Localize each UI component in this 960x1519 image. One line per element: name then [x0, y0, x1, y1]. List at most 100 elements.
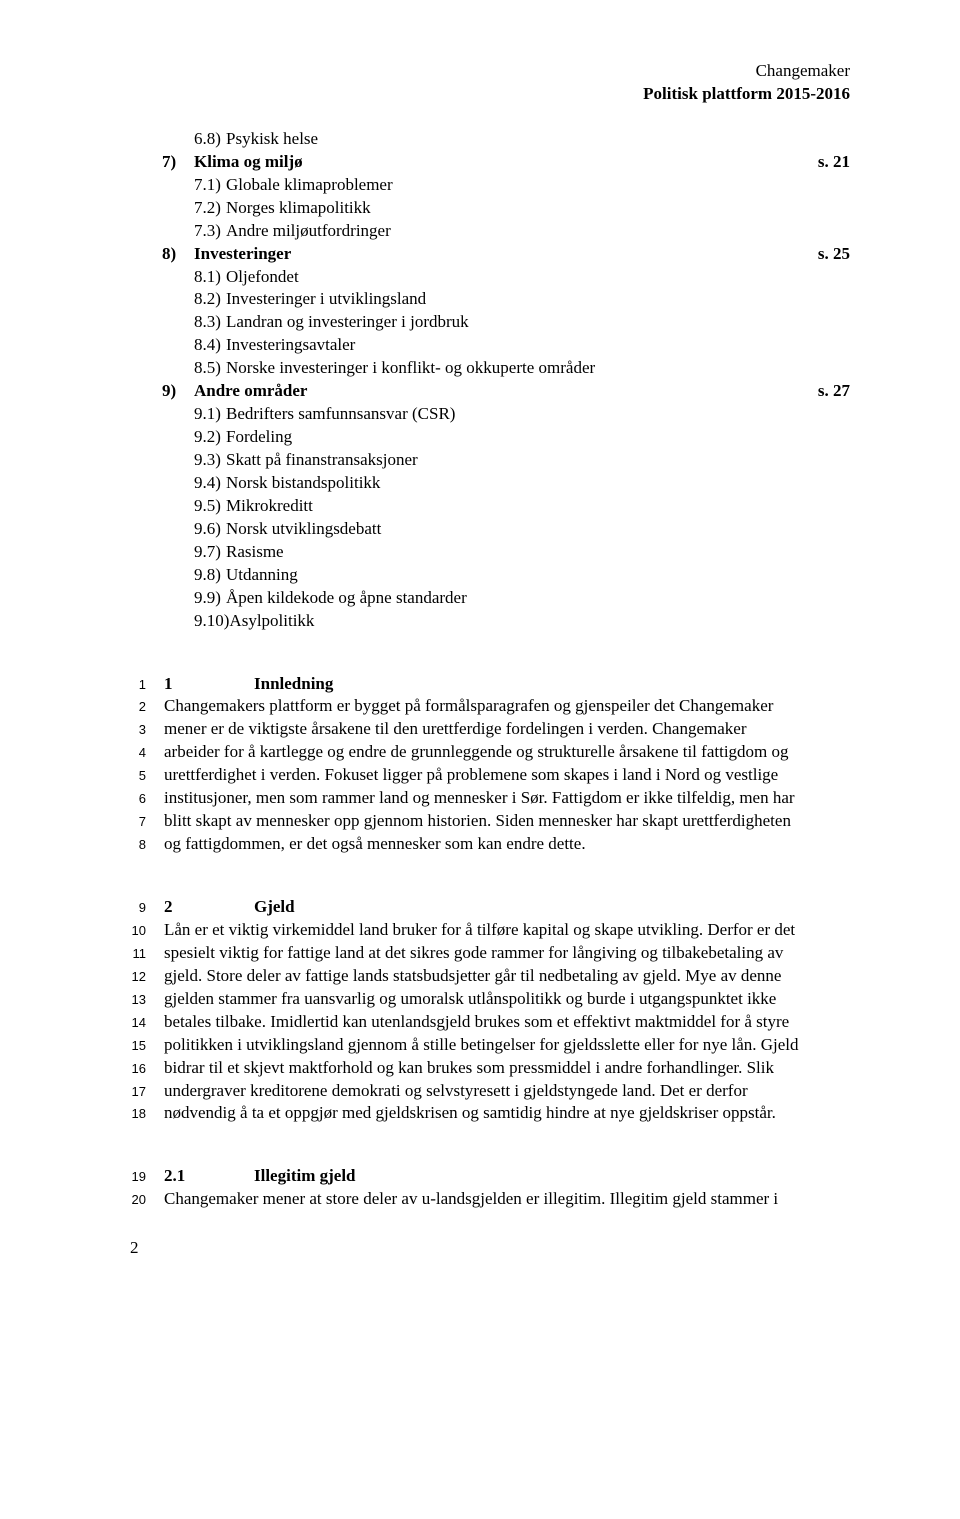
line-text: 2.1Illegitim gjeld	[164, 1165, 850, 1188]
toc-row: 7)Klima og miljøs. 21	[130, 151, 850, 174]
toc-row: 7.2)Norges klimapolitikk	[130, 197, 850, 220]
toc-row: 9.7)Rasisme	[130, 541, 850, 564]
line-text: og fattigdommen, er det også mennesker s…	[164, 833, 850, 856]
toc-row: 9)Andre områders. 27	[130, 380, 850, 403]
toc-label: Asylpolitikk	[229, 610, 314, 633]
body-line: 14betales tilbake. Imidlertid kan utenla…	[130, 1011, 850, 1034]
toc-number: 9.6)	[130, 518, 226, 541]
toc-label: Bedrifters samfunnsansvar (CSR)	[226, 403, 455, 426]
line-text: spesielt viktig for fattige land at det …	[164, 942, 850, 965]
toc-number: 8.3)	[130, 311, 226, 334]
section-illegitim-gjeld: 192.1Illegitim gjeld 20Changemaker mener …	[130, 1165, 850, 1211]
body-line: 12gjeld. Store deler av fattige lands st…	[130, 965, 850, 988]
toc-number: 8.4)	[130, 334, 226, 357]
body-line: 5urettferdighet i verden. Fokuset ligger…	[130, 764, 850, 787]
toc-number: 6.8)	[130, 128, 226, 151]
toc-row: 6.8)Psykisk helse	[130, 128, 850, 151]
toc-label: Skatt på finanstransaksjoner	[226, 449, 418, 472]
line-text: nødvendig å ta et oppgjør med gjeldskris…	[164, 1102, 850, 1125]
toc-page: s. 25	[818, 243, 850, 266]
body-line: 16bidrar til et skjevt maktforhold og ka…	[130, 1057, 850, 1080]
toc-number: 8)	[130, 243, 194, 266]
body-line: 11spesielt viktig for fattige land at de…	[130, 942, 850, 965]
toc-number: 7.3)	[130, 220, 226, 243]
section-head-number: 2.1	[164, 1165, 254, 1188]
line-number: 3	[130, 721, 164, 739]
toc-label: Investeringsavtaler	[226, 334, 355, 357]
toc-label: Psykisk helse	[226, 128, 318, 151]
toc-row: 9.6)Norsk utviklingsdebatt	[130, 518, 850, 541]
line-number: 8	[130, 836, 164, 854]
body-line: 4arbeider for å kartlegge og endre de gr…	[130, 741, 850, 764]
toc-row: 8)Investeringer s. 25	[130, 243, 850, 266]
line-text: 1Innledning	[164, 673, 850, 696]
line-text: bidrar til et skjevt maktforhold og kan …	[164, 1057, 850, 1080]
section-head-number: 1	[164, 673, 254, 696]
line-text: politikken i utviklingsland gjennom å st…	[164, 1034, 850, 1057]
line-number: 20	[130, 1191, 164, 1209]
line-text: Changemaker mener at store deler av u-la…	[164, 1188, 850, 1211]
line-number: 7	[130, 813, 164, 831]
toc-page: s. 27	[818, 380, 850, 403]
toc-row: 8.1)Oljefondet	[130, 266, 850, 289]
line-number: 5	[130, 767, 164, 785]
toc-number: 9.5)	[130, 495, 226, 518]
body-line: 3mener er de viktigste årsakene til den …	[130, 718, 850, 741]
line-number: 13	[130, 991, 164, 1009]
body-line: 18nødvendig å ta et oppgjør med gjeldskr…	[130, 1102, 850, 1125]
line-text: institusjoner, men som rammer land og me…	[164, 787, 850, 810]
section-head-label: Gjeld	[254, 897, 295, 916]
toc-label: Utdanning	[226, 564, 298, 587]
line-text: arbeider for å kartlegge og endre de gru…	[164, 741, 850, 764]
toc-number: 7.2)	[130, 197, 226, 220]
toc-label: Investeringer i utviklingsland	[226, 288, 426, 311]
toc-number: 9.10)	[130, 610, 229, 633]
toc-row: 9.5)Mikrokreditt	[130, 495, 850, 518]
toc-row: 9.4)Norsk bistandspolitikk	[130, 472, 850, 495]
line-text: gjelden stammer fra uansvarlig og umoral…	[164, 988, 850, 1011]
line-number: 11	[130, 945, 164, 963]
body-line: 2Changemakers plattform er bygget på for…	[130, 695, 850, 718]
line-number: 18	[130, 1105, 164, 1123]
body-line: 7blitt skapt av mennesker opp gjennom hi…	[130, 810, 850, 833]
toc-label: Investeringer	[194, 243, 291, 266]
line-text: mener er de viktigste årsakene til den u…	[164, 718, 850, 741]
toc-label: Landran og investeringer i jordbruk	[226, 311, 469, 334]
toc-number: 8.5)	[130, 357, 226, 380]
header-line-1: Changemaker	[130, 60, 850, 83]
toc-row: 9.9)Åpen kildekode og åpne standarder	[130, 587, 850, 610]
section-head-label: Illegitim gjeld	[254, 1166, 356, 1185]
toc-row: 8.5)Norske investeringer i konflikt- og …	[130, 357, 850, 380]
toc-label: Klima og miljø	[194, 151, 303, 174]
header-line-2: Politisk plattform 2015-2016	[130, 83, 850, 106]
toc-row: 8.4)Investeringsavtaler	[130, 334, 850, 357]
line-number: 14	[130, 1014, 164, 1032]
line-text: Changemakers plattform er bygget på form…	[164, 695, 850, 718]
body-line: 8og fattigdommen, er det også mennesker …	[130, 833, 850, 856]
toc-number: 9.8)	[130, 564, 226, 587]
line-number: 10	[130, 922, 164, 940]
toc-number: 9.9)	[130, 587, 226, 610]
toc-number: 9.3)	[130, 449, 226, 472]
line-text: Lån er et viktig virkemiddel land bruker…	[164, 919, 850, 942]
body-line: 11Innledning	[130, 673, 850, 696]
toc-number: 8.2)	[130, 288, 226, 311]
toc-label: Norske investeringer i konflikt- og okku…	[226, 357, 595, 380]
toc-row: 7.1)Globale klimaproblemer	[130, 174, 850, 197]
line-text: urettferdighet i verden. Fokuset ligger …	[164, 764, 850, 787]
toc-row: 9.10)Asylpolitikk	[130, 610, 850, 633]
toc-row: 8.2)Investeringer i utviklingsland	[130, 288, 850, 311]
toc-number: 9.2)	[130, 426, 226, 449]
toc-label: Mikrokreditt	[226, 495, 313, 518]
line-number: 1	[130, 676, 164, 694]
section-head-number: 2	[164, 896, 254, 919]
body-line: 192.1Illegitim gjeld	[130, 1165, 850, 1188]
toc-label: Norges klimapolitikk	[226, 197, 371, 220]
toc-number: 9.1)	[130, 403, 226, 426]
toc-label: Globale klimaproblemer	[226, 174, 393, 197]
document-header: Changemaker Politisk plattform 2015-2016	[130, 60, 850, 106]
body-line: 17undergraver kreditorene demokrati og s…	[130, 1080, 850, 1103]
toc-label: Rasisme	[226, 541, 284, 564]
line-number: 15	[130, 1037, 164, 1055]
line-text: betales tilbake. Imidlertid kan utenland…	[164, 1011, 850, 1034]
